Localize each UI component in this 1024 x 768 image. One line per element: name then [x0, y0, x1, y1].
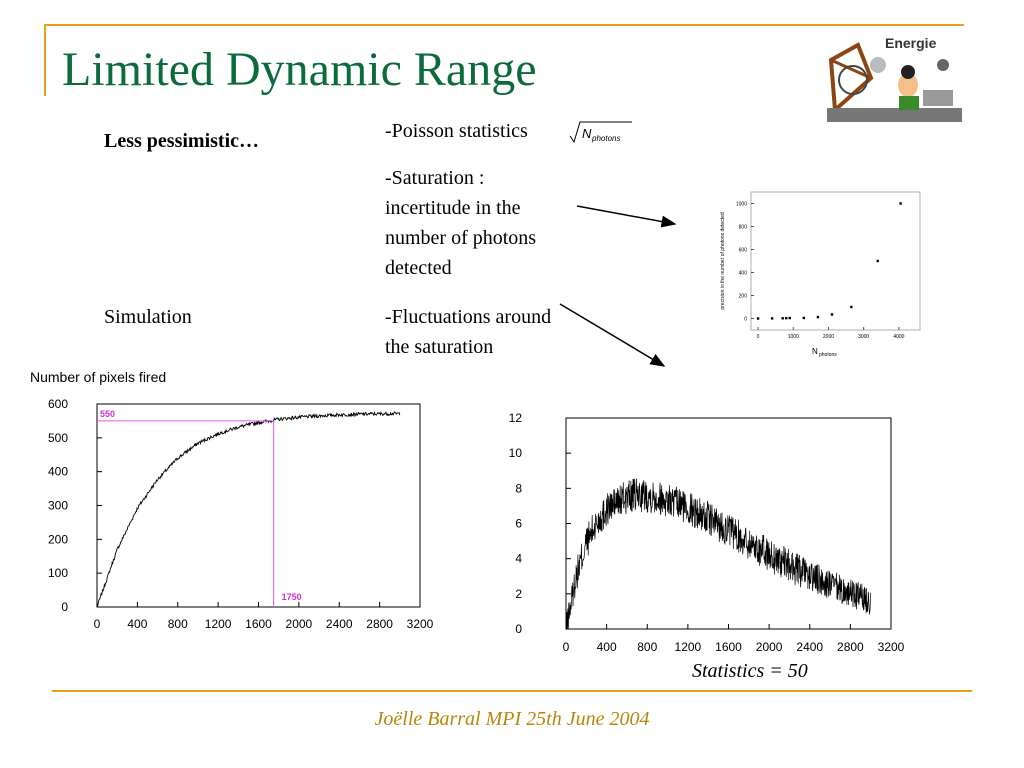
chart3-point	[802, 316, 806, 320]
chart2-ytick-label: 2	[515, 587, 522, 601]
chart2-xtick-label: 400	[597, 640, 617, 654]
sqrt-formula: N photons	[569, 121, 632, 144]
bullet-fluctuations: -Fluctuations around the saturation	[385, 302, 551, 362]
chart2-xtick-label: 2800	[837, 640, 864, 654]
arrow-to-fluctuation-chart	[559, 303, 666, 367]
chart1-ytick-label: 100	[48, 566, 68, 580]
chart2-xtick-label: 0	[563, 640, 570, 654]
chart2-ytick-label: 0	[515, 622, 522, 636]
bullet-saturation: -Saturation : incertitude in the number …	[385, 163, 536, 283]
slide-title: Limited Dynamic Range	[62, 43, 537, 96]
chart3-point	[876, 259, 879, 263]
chart3-frame	[750, 191, 921, 331]
saturation-line-3: number of photons	[385, 227, 537, 249]
chart2-xtick-label: 2000	[756, 640, 783, 654]
top-rule	[44, 24, 964, 26]
formula-symbol: N	[582, 126, 592, 141]
chart3-point	[785, 316, 788, 320]
fluctuations-line-2: the saturation	[385, 336, 494, 358]
chart1-xtick-label: 2800	[366, 617, 393, 631]
chart3-point	[770, 317, 774, 320]
saturation-line-2: incertitude in the	[385, 197, 521, 219]
bullet-poisson: -Poisson statistics	[385, 120, 528, 142]
chart2-xtick-label: 3200	[878, 640, 905, 654]
chart3-point	[788, 316, 791, 320]
precision-scatter-chart: 0 200 400 600 800 1000 0 1000 2000 3000 4000 N photo…	[720, 191, 921, 358]
chart2-ytick-label: 12	[509, 411, 523, 425]
bottom-rule	[52, 690, 972, 692]
chart3-xtick-label: 0	[757, 334, 760, 340]
chart1-ytick-label: 200	[48, 532, 68, 546]
chart1-annotation-1750: 1750	[282, 592, 302, 602]
chart1-ytick-label: 300	[48, 499, 68, 513]
energie-logo: Energie	[827, 35, 962, 122]
arrow-to-scatter	[576, 205, 677, 228]
chart1-xtick-label: 0	[94, 617, 101, 631]
chart3-ytick-label: 1000	[736, 202, 747, 208]
logo-text: Energie	[885, 35, 937, 51]
chart2-ytick-label: 4	[515, 552, 522, 566]
left-rule	[44, 24, 46, 96]
pixels-fired-chart: Number of pixels fired 0 100 200 300 400 500 60…	[30, 369, 434, 631]
fluctuations-line-1: -Fluctuations around	[385, 306, 552, 328]
saturation-line-4: detected	[385, 257, 452, 279]
chart1-ytick-label: 500	[48, 431, 68, 445]
statistics-label: Statistics = 50	[692, 660, 808, 682]
chart1-ytick-label: 0	[61, 600, 68, 614]
chart1-xtick-label: 400	[127, 617, 147, 631]
chart2-ytick-label: 8	[515, 481, 522, 495]
chart1-series-line	[96, 410, 401, 607]
chart1-xtick-label: 1200	[205, 617, 232, 631]
chart2-ytick-label: 6	[515, 517, 522, 531]
chart1-xtick-label: 800	[168, 617, 188, 631]
chart3-ylabel: precision in the number of photons detec…	[720, 212, 726, 310]
chart2-ytick-label: 10	[509, 446, 523, 460]
chart1-ytick-label: 600	[48, 397, 68, 411]
chart3-point	[756, 317, 760, 320]
subtitle-less-pessimistic: Less pessimistic…	[104, 130, 259, 152]
fluctuation-chart: 0 2 4 6 8 10 12 0 400 800 1200 1600 2000 2400 2800 3200	[509, 411, 905, 654]
chart3-xlabel: N	[812, 347, 818, 356]
saturation-line-1: -Saturation :	[385, 167, 485, 189]
chart1-xtick-label: 2000	[286, 617, 313, 631]
chart1-xtick-label: 3200	[407, 617, 434, 631]
chart2-xtick-label: 2400	[796, 640, 823, 654]
footer-text: Joëlle Barral MPI 25th June 2004	[374, 708, 650, 730]
chart3-ytick-label: 400	[739, 271, 748, 277]
chart3-xtick-label: 3000	[858, 334, 869, 340]
chart3-point	[899, 202, 902, 205]
chart1-annotation-550: 550	[100, 409, 115, 419]
chart3-point	[830, 313, 834, 316]
chart3-xtick-label: 2000	[823, 334, 834, 340]
chart1-ytick-label: 400	[48, 465, 68, 479]
chart1-xtick-label: 1600	[245, 617, 272, 631]
chart3-xlabel-sub: photons	[819, 352, 837, 358]
chart3-ytick-label: 800	[739, 225, 748, 231]
chart2-xtick-label: 1200	[675, 640, 702, 654]
chart1-xtick-label: 2400	[326, 617, 353, 631]
chart3-ytick-label: 0	[744, 317, 747, 323]
formula-sub: photons	[591, 134, 620, 143]
chart2-xtick-label: 1600	[715, 640, 742, 654]
chart3-ytick-label: 600	[739, 248, 748, 254]
chart3-xtick-label: 1000	[788, 334, 799, 340]
chart3-point	[816, 315, 820, 319]
chart1-title: Number of pixels fired	[30, 369, 166, 385]
chart3-point	[850, 305, 853, 309]
chart2-series-line	[565, 478, 872, 630]
chart3-ytick-label: 200	[739, 294, 748, 300]
chart2-xtick-label: 800	[637, 640, 657, 654]
chart3-xtick-label: 4000	[893, 334, 904, 340]
chart1-frame	[96, 403, 421, 608]
chart3-point	[781, 317, 784, 320]
simulation-label: Simulation	[104, 306, 192, 328]
